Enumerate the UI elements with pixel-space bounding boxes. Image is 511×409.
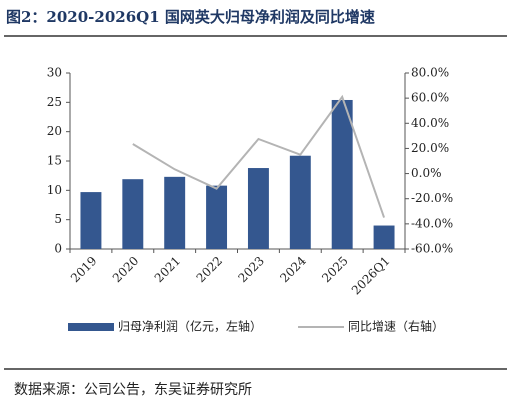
y-tick-label: 5 xyxy=(54,212,62,226)
y2-tick-label: 20.0% xyxy=(411,141,449,155)
source: 数据来源：公司公告，东吴证券研究所 xyxy=(14,382,252,398)
x-tick-label: 2022 xyxy=(194,254,225,285)
line xyxy=(132,94,386,218)
bar xyxy=(80,192,102,249)
legend-swatch xyxy=(68,323,114,331)
legend-label: 同比增速（右轴） xyxy=(348,319,444,334)
x-tick-label: 2023 xyxy=(236,254,267,285)
y-tick-label: 25 xyxy=(47,95,62,109)
y-tick-label: 30 xyxy=(47,66,62,80)
legend-label: 归母净利润（亿元，左轴） xyxy=(118,319,262,334)
y-tick-label: 0 xyxy=(54,242,62,256)
y2-tick-label: -60.0% xyxy=(411,242,453,256)
x-tick-label: 2020 xyxy=(110,254,141,285)
bar xyxy=(247,168,269,249)
bar xyxy=(331,99,353,249)
bar xyxy=(122,179,144,249)
bar xyxy=(206,185,228,249)
y2-tick-label: 80.0% xyxy=(411,66,449,80)
x-tick-label: 2019 xyxy=(68,254,99,285)
bar xyxy=(373,225,395,249)
y2-tick-label: 40.0% xyxy=(411,116,449,130)
y-tick-label: 20 xyxy=(47,124,62,138)
bar xyxy=(164,176,186,249)
bar xyxy=(289,155,311,249)
x-tick-label: 2021 xyxy=(152,254,183,285)
y2-tick-label: 60.0% xyxy=(411,91,449,105)
x-tick-label: 2025 xyxy=(319,254,350,285)
x-tick-label: 2026Q1 xyxy=(349,254,393,298)
y2-tick-label: -20.0% xyxy=(411,191,453,205)
chart-title: 图2：2020-2026Q1 国网英大归母净利润及同比增速 xyxy=(6,8,375,26)
y-tick-label: 15 xyxy=(47,154,62,168)
x-tick-label: 2024 xyxy=(277,253,309,285)
y2-tick-label: -40.0% xyxy=(411,216,453,230)
y2-tick-label: 0.0% xyxy=(411,166,442,180)
y-tick-label: 10 xyxy=(47,183,62,197)
